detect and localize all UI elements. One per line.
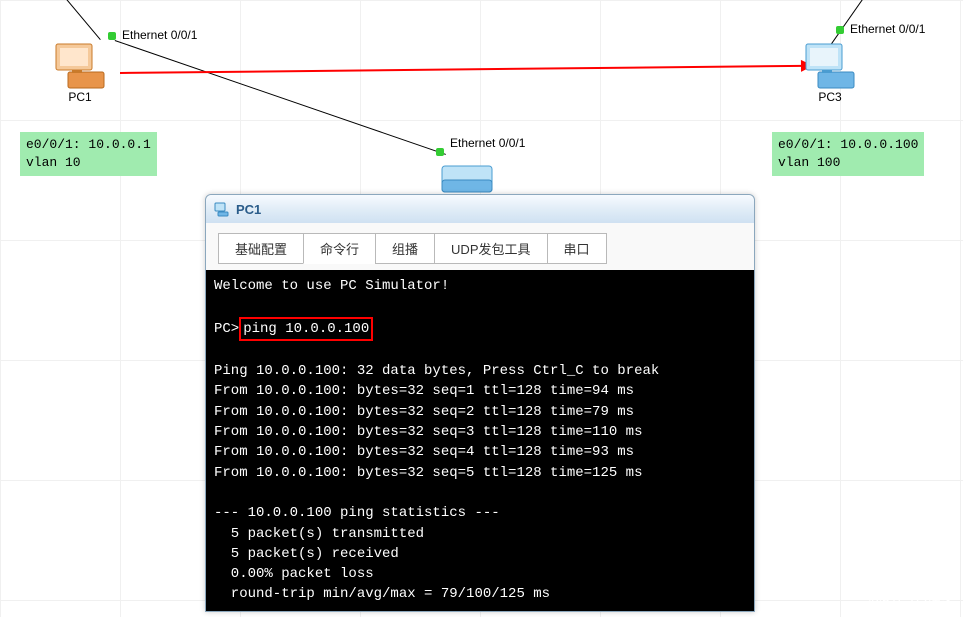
link-up-dot xyxy=(108,32,116,40)
tab-command-line[interactable]: 命令行 xyxy=(303,233,376,264)
pc1-eth-label: Ethernet 0/0/1 xyxy=(122,28,197,42)
stats-line: round-trip min/avg/max = 79/100/125 ms xyxy=(214,586,550,602)
pc3-info-line2: vlan 100 xyxy=(778,155,840,170)
traffic-arrow xyxy=(120,65,802,74)
out-line: From 10.0.0.100: bytes=32 seq=1 ttl=128 … xyxy=(214,383,634,399)
stats-line: 5 packet(s) transmitted xyxy=(214,526,424,542)
link-up-dot xyxy=(836,26,844,34)
tab-bar: 基础配置 命令行 组播 UDP发包工具 串口 xyxy=(206,223,754,270)
pc1-info-line2: vlan 10 xyxy=(26,155,81,170)
pc3-eth-label: Ethernet 0/0/1 xyxy=(850,22,925,36)
stats-line: 5 packet(s) received xyxy=(214,546,399,562)
pc3-info-box: e0/0/1: 10.0.0.100 vlan 100 xyxy=(772,132,924,176)
terminal-output[interactable]: Welcome to use PC Simulator! PC>ping 10.… xyxy=(206,270,754,611)
tab-serial[interactable]: 串口 xyxy=(547,233,607,264)
pc-icon xyxy=(800,40,860,90)
pc3-label: PC3 xyxy=(800,90,860,104)
out-line: From 10.0.0.100: bytes=32 seq=4 ttl=128 … xyxy=(214,444,634,460)
out-line: From 10.0.0.100: bytes=32 seq=5 ttl=128 … xyxy=(214,465,642,481)
out-line: Ping 10.0.0.100: 32 data bytes, Press Ct… xyxy=(214,363,659,379)
pc1-terminal-window[interactable]: PC1 基础配置 命令行 组播 UDP发包工具 串口 Welcome to us… xyxy=(205,194,755,612)
pc1-info-box: e0/0/1: 10.0.0.1 vlan 10 xyxy=(20,132,157,176)
window-title: PC1 xyxy=(236,202,261,217)
link-line xyxy=(115,40,446,155)
pc1-node[interactable]: Ethernet 0/0/1 PC1 xyxy=(50,40,110,104)
window-titlebar[interactable]: PC1 xyxy=(206,195,754,223)
switch-eth-label: Ethernet 0/0/1 xyxy=(450,136,525,150)
tab-basic-config[interactable]: 基础配置 xyxy=(218,233,304,264)
app-icon xyxy=(214,201,230,217)
stats-line: 0.00% packet loss xyxy=(214,566,374,582)
pc1-info-line1: e0/0/1: 10.0.0.1 xyxy=(26,137,151,152)
prompt: PC> xyxy=(214,321,239,337)
welcome-line: Welcome to use PC Simulator! xyxy=(214,278,449,294)
command-highlight: ping 10.0.0.100 xyxy=(239,317,373,341)
link-line xyxy=(55,0,101,40)
switch-node[interactable]: Ethernet 0/0/1 xyxy=(440,158,495,198)
pc-icon xyxy=(50,40,110,90)
pc3-node[interactable]: Ethernet 0/0/1 PC3 xyxy=(800,40,860,104)
tab-udp-tool[interactable]: UDP发包工具 xyxy=(434,233,547,264)
pc3-info-line1: e0/0/1: 10.0.0.100 xyxy=(778,137,918,152)
watermark: @51CTO博客 xyxy=(868,591,955,611)
pc1-label: PC1 xyxy=(50,90,110,104)
out-line: From 10.0.0.100: bytes=32 seq=2 ttl=128 … xyxy=(214,404,634,420)
stats-line: --- 10.0.0.100 ping statistics --- xyxy=(214,505,500,521)
link-up-dot xyxy=(436,148,444,156)
tab-multicast[interactable]: 组播 xyxy=(375,233,435,264)
out-line: From 10.0.0.100: bytes=32 seq=3 ttl=128 … xyxy=(214,424,642,440)
